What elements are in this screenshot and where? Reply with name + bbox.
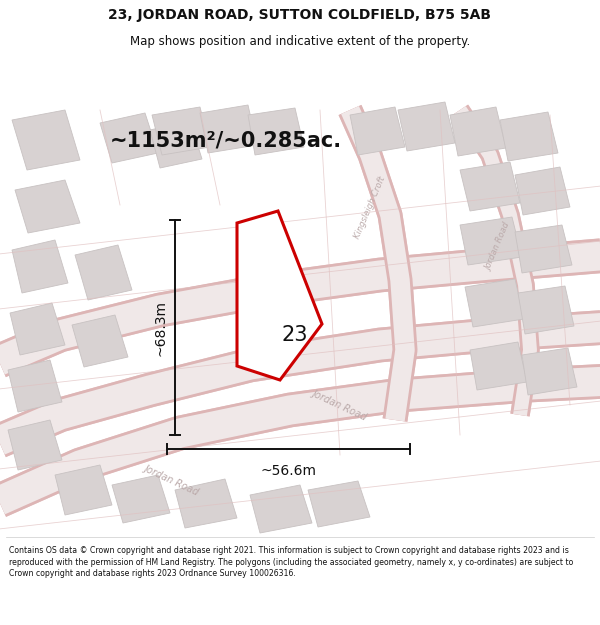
Polygon shape (112, 475, 170, 523)
Polygon shape (460, 162, 520, 211)
Text: ~1153m²/~0.285ac.: ~1153m²/~0.285ac. (110, 130, 342, 150)
Polygon shape (522, 348, 577, 395)
Text: Kingsleigh Croft: Kingsleigh Croft (353, 176, 387, 241)
Text: Jordan Road: Jordan Road (311, 388, 369, 422)
Polygon shape (465, 279, 524, 327)
Polygon shape (470, 342, 527, 390)
Polygon shape (10, 303, 65, 355)
Polygon shape (12, 240, 68, 293)
Text: ~56.6m: ~56.6m (260, 464, 317, 478)
Polygon shape (8, 420, 62, 470)
Polygon shape (100, 113, 158, 163)
Polygon shape (515, 167, 570, 215)
Polygon shape (350, 107, 405, 155)
Polygon shape (150, 121, 202, 168)
Text: Jordan Road: Jordan Road (484, 222, 512, 272)
Polygon shape (460, 217, 522, 265)
Polygon shape (398, 102, 455, 151)
Polygon shape (152, 107, 210, 155)
Polygon shape (15, 180, 80, 233)
Polygon shape (72, 315, 128, 367)
Text: Contains OS data © Crown copyright and database right 2021. This information is : Contains OS data © Crown copyright and d… (9, 546, 573, 578)
Text: ~68.3m: ~68.3m (153, 299, 167, 356)
Text: Jordan Road: Jordan Road (143, 463, 201, 497)
Polygon shape (200, 105, 257, 153)
Polygon shape (308, 481, 370, 527)
Polygon shape (8, 360, 62, 412)
Polygon shape (248, 108, 304, 155)
Polygon shape (237, 211, 322, 380)
Polygon shape (500, 112, 558, 161)
Polygon shape (12, 110, 80, 170)
Polygon shape (75, 245, 132, 300)
Polygon shape (518, 286, 574, 334)
Text: 23: 23 (282, 325, 308, 345)
Polygon shape (250, 485, 312, 533)
Polygon shape (55, 465, 112, 515)
Text: 23, JORDAN ROAD, SUTTON COLDFIELD, B75 5AB: 23, JORDAN ROAD, SUTTON COLDFIELD, B75 5… (109, 8, 491, 22)
Polygon shape (515, 225, 572, 273)
Text: Map shows position and indicative extent of the property.: Map shows position and indicative extent… (130, 35, 470, 48)
Polygon shape (175, 479, 237, 528)
Polygon shape (450, 107, 506, 156)
